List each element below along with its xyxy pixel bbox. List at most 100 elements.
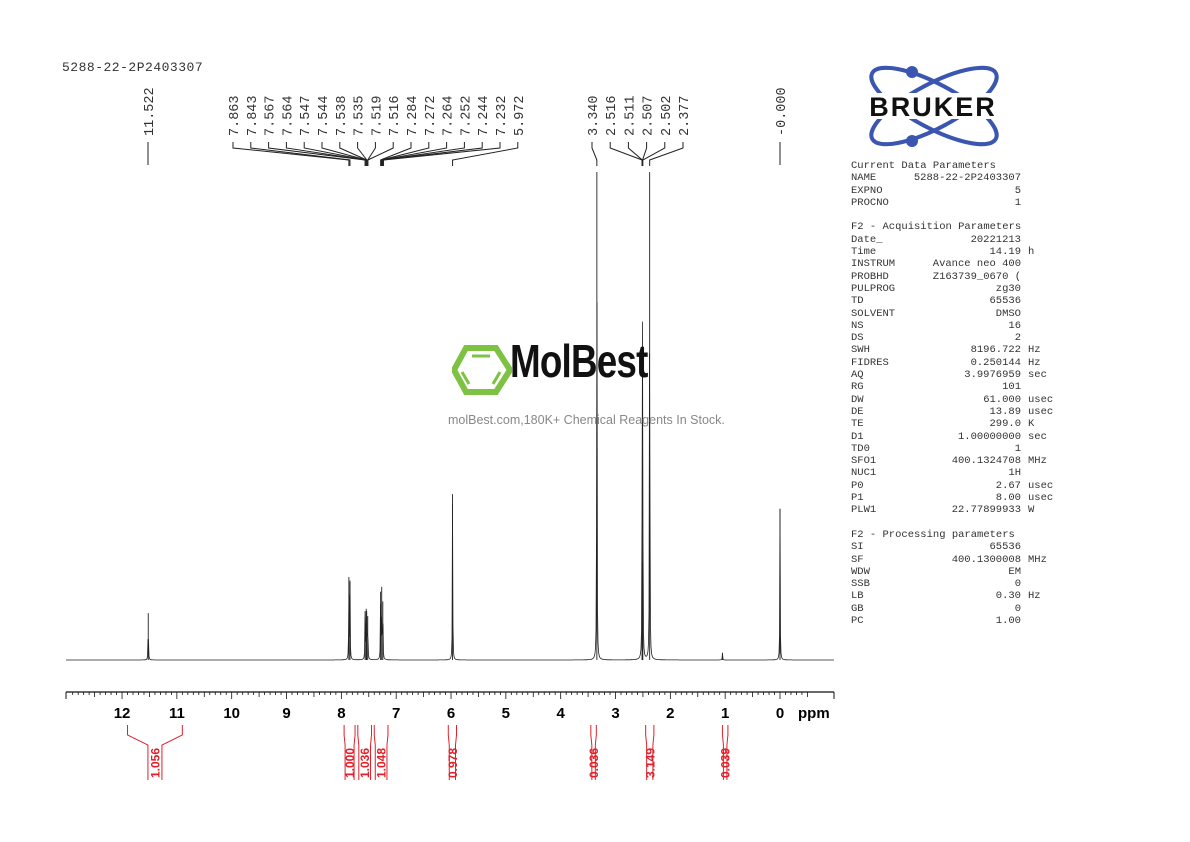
- integral-bracket: [127, 725, 183, 780]
- param-value: 22.77899933: [951, 504, 1021, 517]
- param-unit: Hz: [1028, 344, 1041, 357]
- peak-label: 7.544: [317, 95, 332, 136]
- param-value: 16: [1008, 319, 1021, 332]
- param-unit: [1021, 332, 1028, 344]
- peak-label: 7.232: [495, 95, 510, 136]
- param-row: DE 13.89 usec: [851, 406, 1053, 418]
- param-value: 0: [1014, 578, 1021, 591]
- param-row: SOLVENT DMSO: [851, 308, 1053, 320]
- param-row: PC 1.00: [851, 615, 1053, 627]
- param-section-heading: Current Data Parameters: [851, 160, 996, 172]
- x-tick-label: 11: [169, 705, 185, 722]
- param-name: EXPNO: [851, 184, 883, 197]
- param-unit: [1021, 234, 1028, 246]
- peak-label-leader: [367, 142, 376, 166]
- peak-label-leader: [591, 142, 598, 166]
- param-unit: h: [1028, 246, 1035, 259]
- param-name: AQ: [851, 369, 864, 382]
- peak-label: 7.564: [281, 95, 296, 136]
- param-value: 5288-22-2P2403307: [913, 172, 1021, 185]
- param-value: Z163739_0670 (: [932, 270, 1021, 283]
- param-row: SFO1 400.1324708 MHz: [851, 455, 1053, 467]
- peak-label-leader: [380, 142, 412, 166]
- x-tick-label: 4: [557, 705, 566, 722]
- x-tick-label: 8: [337, 705, 345, 722]
- param-row: D1 1.00000000 sec: [851, 431, 1053, 443]
- peak-label-leader: [381, 142, 448, 166]
- integral-value: 0.039: [719, 748, 733, 778]
- peak-label-leader: [232, 142, 350, 166]
- param-row: PROCNO 1: [851, 197, 1053, 209]
- param-section-heading: F2 - Acquisition Parameters: [851, 221, 1022, 234]
- param-row: SWH 8196.722 Hz: [851, 344, 1053, 356]
- param-name: SWH: [851, 344, 870, 357]
- x-tick-label: 10: [223, 705, 240, 722]
- param-unit: MHz: [1028, 553, 1047, 566]
- param-value: DMSO: [995, 307, 1021, 320]
- peak-label: 7.284: [406, 95, 421, 136]
- param-unit: usec: [1028, 405, 1054, 418]
- peak-label: 7.264: [442, 95, 457, 136]
- param-row: NAME 5288-22-2P2403307: [851, 172, 1053, 184]
- integral-bracket: [645, 725, 655, 780]
- x-axis-label: ppm: [798, 705, 830, 722]
- peak-label: 7.863: [228, 95, 243, 136]
- param-row: SSB 0: [851, 578, 1053, 590]
- param-value: 2: [1014, 332, 1021, 345]
- bruker-wordmark: BRUKER: [869, 92, 997, 122]
- param-name: TD0: [851, 442, 870, 455]
- x-tick-label: 2: [666, 705, 674, 722]
- param-unit: usec: [1028, 479, 1054, 492]
- param-unit: [1021, 172, 1028, 184]
- param-row: NS 16: [851, 320, 1053, 332]
- param-unit: usec: [1028, 393, 1054, 406]
- peak-label: 7.272: [424, 95, 439, 136]
- param-name: SFO1: [851, 455, 877, 468]
- acquisition-parameters-panel: Current Data Parameters NAME 5288-22-2P240…: [851, 160, 1053, 627]
- peak-label: 2.377: [678, 95, 693, 136]
- param-unit: [1021, 615, 1028, 627]
- x-tick-label: 6: [447, 705, 455, 722]
- param-unit: [1021, 197, 1028, 209]
- param-name: PC: [851, 614, 864, 627]
- param-value: 299.0: [989, 418, 1021, 431]
- param-name: D1: [851, 430, 864, 443]
- peak-label-leader: [268, 142, 366, 166]
- x-tick-label: 1: [721, 705, 729, 722]
- param-row: TE 299.0 K: [851, 418, 1053, 430]
- integral-value: 0.036: [587, 748, 601, 778]
- x-tick-label: 12: [114, 705, 131, 722]
- param-row: Date_ 20221213: [851, 234, 1053, 246]
- integral-value: 3.149: [643, 748, 657, 778]
- param-unit: [1021, 308, 1028, 320]
- integral-value: 1.000: [343, 748, 357, 778]
- param-unit: usec: [1028, 492, 1054, 505]
- param-row: FIDRES 0.250144 Hz: [851, 357, 1053, 369]
- param-unit: K: [1028, 418, 1035, 431]
- param-name: LB: [851, 590, 864, 603]
- param-name: Date_: [851, 233, 883, 246]
- param-name: TD: [851, 295, 864, 308]
- molbest-watermark: MolBest molBest.com,180K+ Chemical Reage…: [448, 335, 752, 435]
- param-unit: [1021, 283, 1028, 295]
- param-row: RG 101: [851, 381, 1053, 393]
- peak-label-leader: [285, 142, 366, 166]
- peak-label: 7.519: [370, 95, 385, 136]
- x-tick-label: 5: [502, 705, 510, 722]
- param-name: DE: [851, 405, 864, 418]
- param-row: TD0 1: [851, 443, 1053, 455]
- param-unit: [1021, 320, 1028, 332]
- param-unit: [1021, 603, 1028, 615]
- param-name: SI: [851, 541, 864, 554]
- param-row: NUC1 1H: [851, 467, 1053, 479]
- param-name: FIDRES: [851, 356, 889, 369]
- peak-label-leader: [357, 142, 368, 166]
- param-value: 400.1300008: [951, 553, 1021, 566]
- peak-label: 5.972: [513, 95, 528, 136]
- peak-label: 7.516: [388, 95, 403, 136]
- peak-label: 11.522: [143, 87, 158, 136]
- param-value: 3.9976959: [964, 369, 1021, 382]
- param-row: GB 0: [851, 603, 1053, 615]
- peak-label: 7.535: [353, 95, 368, 136]
- integral-value: 1.056: [148, 748, 162, 778]
